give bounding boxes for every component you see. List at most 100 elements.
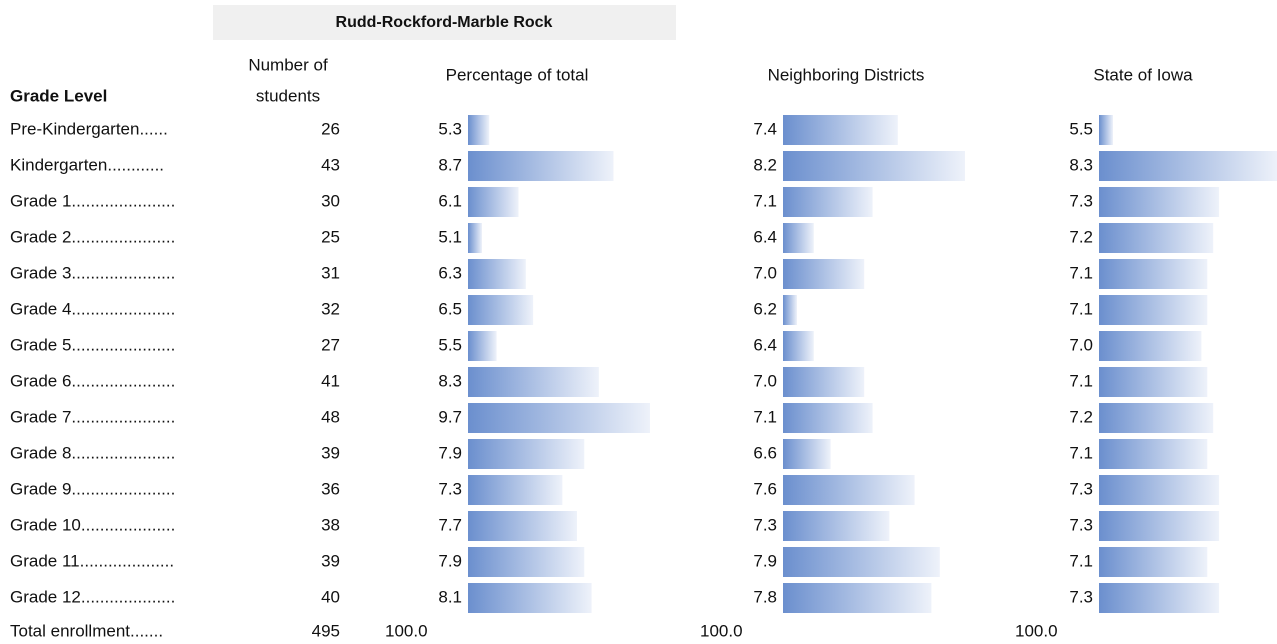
student-count: 43 (321, 155, 340, 174)
percent-value: 6.1 (438, 191, 462, 210)
grade-label: Grade 10.................... (10, 515, 175, 534)
data-bar (1099, 331, 1202, 361)
data-bar (468, 259, 526, 289)
percent-value: 6.5 (438, 299, 462, 318)
percent-value: 7.1 (1069, 263, 1093, 282)
student-count: 41 (321, 371, 340, 390)
grade-label: Grade 1...................... (10, 191, 175, 210)
percent-value: 7.4 (753, 119, 777, 138)
grade-label: Grade 7...................... (10, 407, 175, 426)
data-bar (1099, 439, 1208, 469)
grade-label: Grade 6...................... (10, 371, 175, 390)
total-percent: 100.0 (1015, 621, 1058, 640)
data-bar (1099, 223, 1214, 253)
grade-label: Grade 2...................... (10, 227, 175, 246)
percent-value: 7.0 (1069, 335, 1093, 354)
neighbor-header: Neighboring Districts (768, 65, 925, 84)
data-bar (468, 403, 650, 433)
total-percent: 100.0 (385, 621, 428, 640)
percent-value: 7.3 (438, 479, 462, 498)
data-bar (468, 295, 534, 325)
data-bar (783, 583, 932, 613)
percent-value: 7.6 (753, 479, 777, 498)
student-count: 38 (321, 515, 340, 534)
data-bar (1099, 187, 1220, 217)
student-count: 27 (321, 335, 340, 354)
percent-value: 6.6 (753, 443, 777, 462)
percent-value: 7.3 (1069, 479, 1093, 498)
data-bar (783, 367, 865, 397)
data-bar (783, 331, 814, 361)
percent-value: 5.1 (438, 227, 462, 246)
percent-value: 7.1 (1069, 443, 1093, 462)
data-bar (468, 475, 563, 505)
percent-value: 7.1 (753, 407, 777, 426)
percent-value: 8.3 (1069, 155, 1093, 174)
data-bar (783, 151, 965, 181)
grade-label: Grade 5...................... (10, 335, 175, 354)
percent-value: 6.2 (753, 299, 777, 318)
percent-value: 7.3 (1069, 191, 1093, 210)
percent-value: 7.1 (753, 191, 777, 210)
percent-value: 7.3 (753, 515, 777, 534)
data-bar (468, 439, 585, 469)
percent-value: 7.9 (438, 551, 462, 570)
data-bar (468, 511, 577, 541)
data-bar (1099, 403, 1214, 433)
percent-value: 5.5 (438, 335, 462, 354)
data-bar (783, 187, 873, 217)
grade-label: Grade 9...................... (10, 479, 175, 498)
grade-label: Grade 3...................... (10, 263, 175, 282)
data-bar (783, 295, 797, 325)
total-percent: 100.0 (700, 621, 743, 640)
grade-label: Grade 4...................... (10, 299, 175, 318)
percent-value: 7.0 (753, 263, 777, 282)
data-bar (783, 475, 915, 505)
district-header: Rudd-Rockford-Marble Rock (336, 14, 553, 31)
percent-value: 7.7 (438, 515, 462, 534)
percent-value: 7.2 (1069, 227, 1093, 246)
student-count: 40 (321, 587, 340, 606)
percent-value: 8.7 (438, 155, 462, 174)
data-bar (1099, 151, 1277, 181)
data-bar (468, 115, 490, 145)
percent-value: 8.1 (438, 587, 462, 606)
total-label: Total enrollment....... (10, 621, 163, 640)
data-bar (783, 511, 890, 541)
grade-label: Pre-Kindergarten...... (10, 119, 168, 138)
count-header: Number of (248, 55, 328, 74)
student-count: 48 (321, 407, 340, 426)
data-bar (1099, 259, 1208, 289)
data-bar (468, 547, 585, 577)
grade-header: Grade Level (10, 86, 107, 105)
grade-label: Grade 8...................... (10, 443, 175, 462)
data-bar (783, 259, 865, 289)
percent-value: 7.0 (753, 371, 777, 390)
grade-label: Kindergarten............ (10, 155, 164, 174)
data-bar (1099, 547, 1208, 577)
data-bar (468, 223, 482, 253)
student-count: 30 (321, 191, 340, 210)
percent-value: 6.4 (753, 335, 777, 354)
data-bar (468, 187, 519, 217)
percent-value: 7.9 (753, 551, 777, 570)
data-bar (1099, 295, 1208, 325)
percent-value: 9.7 (438, 407, 462, 426)
data-bar (783, 403, 873, 433)
percent-value: 7.8 (753, 587, 777, 606)
data-bar (468, 331, 497, 361)
student-count: 31 (321, 263, 340, 282)
data-bar (1099, 583, 1220, 613)
data-bar (1099, 115, 1113, 145)
data-bar (783, 223, 814, 253)
count-header: students (256, 86, 320, 105)
data-bar (783, 115, 898, 145)
student-count: 32 (321, 299, 340, 318)
data-bar (783, 439, 831, 469)
percent-value: 7.1 (1069, 299, 1093, 318)
state-header: State of Iowa (1093, 65, 1193, 84)
data-bar (1099, 367, 1208, 397)
student-count: 36 (321, 479, 340, 498)
data-bar (1099, 475, 1220, 505)
